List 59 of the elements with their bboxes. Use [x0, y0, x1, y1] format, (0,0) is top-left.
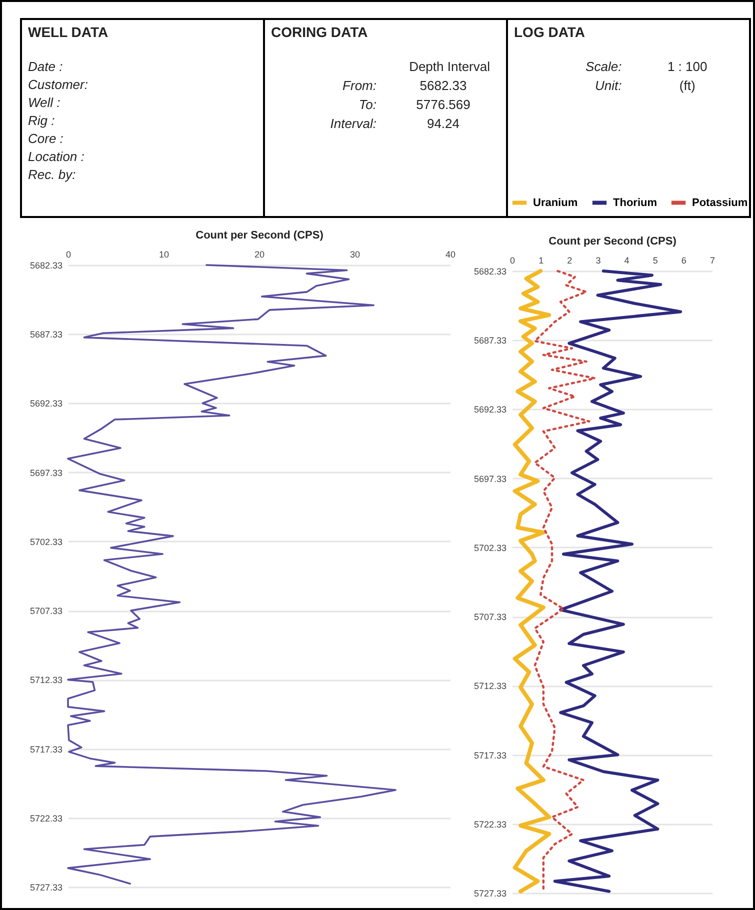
x-axis-title: Count per Second (CPS) [196, 230, 324, 242]
y-tick-label: 5717.33 [30, 744, 62, 754]
y-tick-label: 5687.33 [30, 330, 62, 340]
text: Location : [28, 148, 86, 166]
text: Rig : [28, 112, 56, 130]
text: Unit: [594, 77, 622, 95]
x-tick-label: 10 [158, 250, 170, 260]
text: Well : [28, 94, 62, 112]
y-tick-label: 5702.33 [474, 542, 506, 553]
text: 5776.569 [415, 96, 472, 114]
text: Rec. by: [28, 166, 77, 184]
text: WELL DATA [28, 24, 110, 40]
y-tick-label: 5722.33 [474, 819, 506, 830]
text: From: [342, 77, 376, 95]
y-tick-label: 5712.33 [30, 675, 62, 686]
text: 94.24 [426, 115, 461, 133]
y-tick-label: 5722.33 [30, 813, 62, 824]
y-tick-label: 5697.33 [30, 468, 62, 478]
x-tick-label: 0 [510, 256, 516, 266]
text: 5682.33 [418, 77, 468, 95]
legend-label: Potassium [692, 196, 748, 209]
x-tick-label: 3 [596, 256, 601, 266]
y-tick-label: 5687.33 [474, 336, 506, 346]
text: Scale: [584, 58, 622, 76]
text: CORING DATA [271, 24, 369, 40]
x-tick-label: 5 [652, 256, 658, 266]
y-tick-label: 5697.33 [474, 474, 506, 484]
y-tick-label: 5712.33 [474, 681, 506, 692]
y-tick-label: 5692.33 [474, 404, 506, 415]
y-tick-label: 5727.33 [474, 888, 506, 898]
text: To: [358, 96, 376, 114]
x-tick-label: 30 [350, 250, 360, 260]
x-tick-label: 0 [66, 250, 72, 260]
x-axis-title: Count per Second (CPS) [548, 236, 677, 248]
y-tick-label: 5692.33 [30, 398, 62, 409]
y-tick-label: 5682.33 [30, 260, 62, 270]
y-tick-label: 5707.33 [474, 612, 506, 622]
y-tick-label: 5717.33 [474, 750, 506, 760]
text: Core : [28, 130, 64, 148]
x-tick-label: 6 [681, 256, 686, 266]
x-tick-label: 1 [538, 256, 544, 266]
y-tick-label: 5682.33 [474, 266, 506, 276]
x-tick-label: 2 [567, 256, 572, 266]
text: 1 : 100 [666, 58, 708, 76]
y-tick-label: 5727.33 [30, 882, 62, 892]
text: LOG DATA [514, 24, 586, 40]
legend-label: Thorium [613, 196, 658, 209]
text: Customer: [28, 76, 89, 94]
text: Date : [28, 58, 64, 76]
text: (ft) [678, 77, 696, 95]
y-tick-label: 5707.33 [30, 606, 62, 616]
y-tick-label: 5702.33 [30, 536, 62, 547]
legend-label: Uranium [533, 196, 578, 209]
x-tick-label: 4 [624, 256, 630, 266]
x-tick-label: 20 [254, 250, 265, 260]
x-tick-label: 40 [445, 250, 456, 260]
text: Depth Interval [408, 58, 491, 76]
x-tick-label: 7 [710, 256, 716, 266]
text: Interval: [329, 115, 376, 133]
